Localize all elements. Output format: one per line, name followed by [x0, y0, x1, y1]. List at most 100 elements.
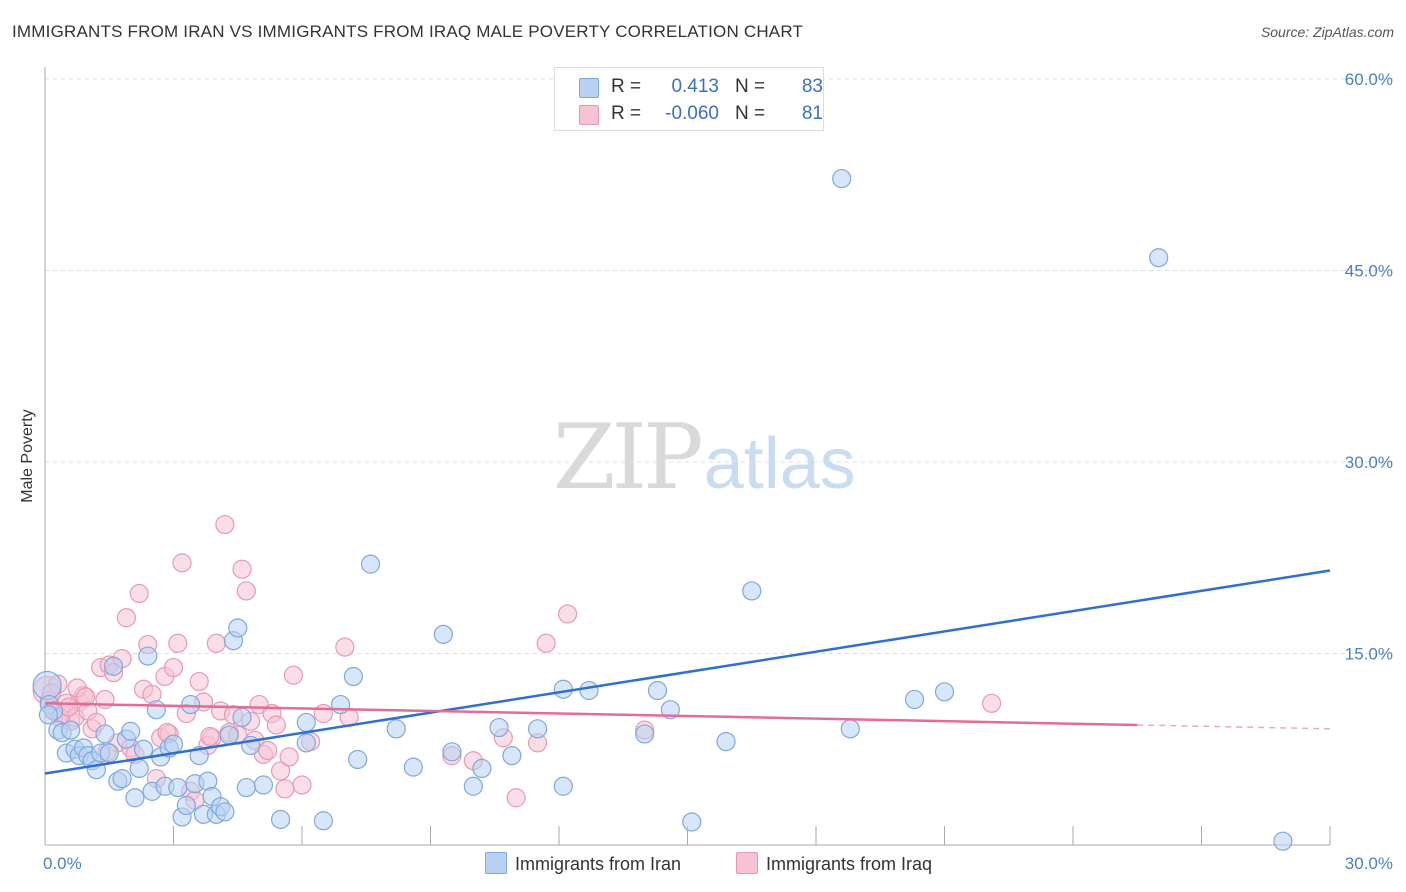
y-tick-label: 15.0% [1345, 645, 1393, 664]
iraq-point [129, 583, 149, 604]
legend-r-value-iraq: -0.060 [665, 103, 719, 124]
legend-n-label: N = [735, 103, 766, 124]
iraq-point [258, 740, 278, 761]
iraq-points [32, 514, 1002, 810]
iran-point [296, 733, 316, 753]
iran-point [1149, 248, 1169, 268]
bottom-legend-label-iran: Immigrants from Iran [515, 854, 682, 874]
iran-point [228, 618, 248, 638]
iraq-point [163, 657, 184, 678]
iran-point [253, 775, 274, 795]
legend-n-value-iran: 83 [801, 76, 823, 97]
iraq-trend-line-extension [1137, 724, 1331, 730]
bottom-legend-iran: Immigrants from Iran [485, 852, 681, 875]
iraq-point [270, 761, 291, 781]
bottom-legend-swatch-iran [485, 852, 507, 874]
iraq-trend-line [44, 702, 1138, 727]
bottom-legend-iraq: Immigrants from Iraq [736, 852, 932, 875]
trend-layer [44, 569, 1331, 775]
iraq-point [335, 637, 355, 657]
iran-point [330, 694, 351, 715]
iran-point [660, 700, 680, 720]
iraq-point [266, 715, 286, 735]
iran-point [463, 776, 483, 796]
iran-point [129, 758, 149, 779]
iran-point [553, 679, 573, 699]
correlation-legend: R = 0.413 N = 83 R = -0.060 N = 81 [554, 67, 824, 131]
legend-r-label: R = [611, 103, 642, 124]
iraq-point [557, 604, 578, 624]
legend-n-label: N = [735, 76, 766, 97]
iran-point [313, 811, 334, 831]
watermark-zip: ZIP [553, 405, 704, 510]
iraq-point [536, 633, 556, 653]
iran-point [95, 724, 115, 744]
iran-point [270, 809, 291, 830]
iran-point [112, 769, 132, 789]
iran-point [635, 724, 655, 744]
iran-point [832, 168, 852, 189]
iran-point [215, 802, 235, 822]
chart-title: IMMIGRANTS FROM IRAN VS IMMIGRANTS FROM … [12, 22, 804, 41]
legend-n-value-iraq: 81 [801, 103, 823, 124]
iran-point [716, 731, 736, 752]
iraq-point [232, 559, 252, 579]
iraq-point [76, 687, 96, 707]
iran-point [181, 694, 201, 715]
iran-point [121, 721, 141, 741]
iran-point [168, 777, 188, 798]
iraq-point [283, 665, 304, 685]
iran-point [742, 581, 762, 601]
legend-swatch-iran [579, 78, 599, 98]
iran-point [133, 739, 154, 759]
iran-point [176, 795, 196, 816]
iran-point [232, 707, 252, 727]
iraq-point [200, 726, 220, 747]
watermark: ZIPatlas [553, 405, 856, 510]
legend-r-label: R = [611, 76, 642, 97]
iran-point [125, 788, 145, 808]
iran-point [904, 689, 925, 710]
iran-point [682, 812, 702, 832]
iran-point [433, 624, 453, 644]
iran-point [647, 680, 668, 701]
iraq-point [982, 693, 1002, 713]
iran-point [489, 717, 509, 738]
x-tick-label-min: 0.0% [43, 854, 82, 873]
iraq-point [279, 747, 299, 767]
iran-point [934, 682, 955, 702]
legend-swatch-iraq [579, 105, 599, 125]
iraq-point [168, 633, 188, 653]
iran-point [103, 656, 124, 676]
iraq-point [313, 703, 334, 724]
iran-point [527, 719, 548, 739]
iran-point [189, 746, 209, 766]
iran-point [1273, 831, 1293, 851]
iran-point [502, 746, 522, 766]
iran-point [840, 719, 860, 739]
iran-point [348, 749, 368, 770]
iran-point [579, 680, 599, 701]
iran-point [553, 776, 573, 796]
watermark-atlas: atlas [703, 424, 856, 504]
y-tick-label: 60.0% [1345, 70, 1393, 89]
iran-points [32, 168, 1293, 851]
y-tick-label: 30.0% [1345, 453, 1393, 472]
iraq-point [215, 514, 235, 535]
iraq-point [292, 775, 312, 795]
legend-r-value-iran: 0.413 [671, 76, 719, 97]
iran-point [442, 742, 462, 762]
iran-point [99, 743, 119, 763]
iran-point [343, 666, 363, 687]
iran-point [138, 646, 158, 666]
iraq-point [116, 608, 136, 628]
iran-point [219, 725, 239, 745]
source-label: Source: ZipAtlas.com [1260, 24, 1394, 40]
iraq-point [189, 671, 209, 692]
iran-point [38, 705, 59, 725]
iraq-point [506, 788, 526, 808]
bottom-legend-swatch-iraq [736, 852, 758, 874]
x-tick-label-max: 30.0% [1345, 854, 1393, 873]
tick-layer: 15.0% 30.0% 45.0% 60.0% 0.0% 30.0% [43, 70, 1393, 873]
